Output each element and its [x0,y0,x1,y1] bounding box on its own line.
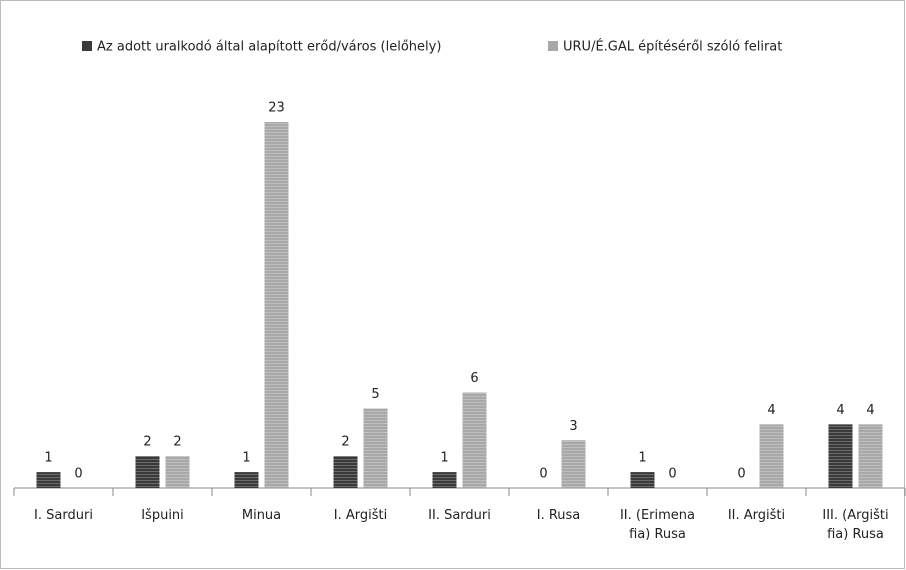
data-label: 5 [371,387,379,402]
bar-texture [36,472,61,488]
data-label: 0 [737,467,745,482]
x-tick-label: II. Argišti [727,508,786,523]
bar-texture [333,456,358,488]
legend-label: URU/É.GAL építéséről szóló felirat [563,39,782,55]
x-tick-label: I. Sarduri [34,508,93,523]
bar-texture [561,440,586,488]
x-tick-label: III. (Argišti fia) Rusa [822,508,889,542]
bar-texture [858,424,883,488]
data-label: 2 [341,435,349,450]
bar-texture [234,472,259,488]
legend-swatch [82,41,92,51]
data-label: 4 [866,403,874,418]
bar-texture [630,472,655,488]
data-label: 0 [74,467,82,482]
legend-swatch [548,41,558,51]
data-label: 4 [836,403,844,418]
x-tick-label: I. Rusa [536,508,581,523]
data-label: 1 [44,451,52,466]
x-tick-label: II. (Erimena fia) Rusa [619,508,696,542]
bar-texture [363,408,388,488]
data-label: 2 [173,435,181,450]
bar-texture [432,472,457,488]
data-label: 4 [767,403,775,418]
x-tick-label: II. Sarduri [428,508,491,523]
data-label: 3 [569,419,577,434]
x-tick-label: I. Argišti [333,508,388,523]
data-label: 0 [539,467,547,482]
data-label: 1 [638,451,646,466]
bar-texture [828,424,853,488]
bar-texture [135,456,160,488]
x-tick-label: Išpuini [141,508,184,523]
legend-label: Az adott uralkodó által alapított erőd/v… [97,40,441,55]
data-label: 2 [143,435,151,450]
data-label: 1 [440,451,448,466]
bar-texture [165,456,190,488]
data-label: 1 [242,451,250,466]
bar-texture [462,392,487,488]
data-label: 6 [470,371,478,386]
x-tick-label: Minua [241,508,282,523]
data-label: 0 [668,467,676,482]
bar-texture [759,424,784,488]
bar-texture [264,122,289,488]
data-label: 23 [268,101,285,116]
